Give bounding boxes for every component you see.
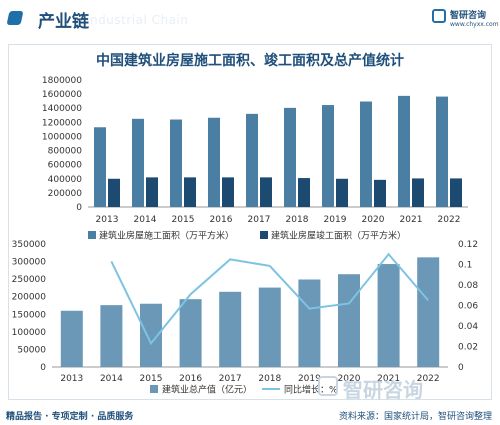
y2-tick-label: 0.06 <box>458 302 478 312</box>
y-tick-label: 1600000 <box>42 90 82 100</box>
x-tick-label: 2018 <box>258 374 281 384</box>
y2-tick-label: 0.04 <box>458 322 478 332</box>
x-tick-label: 2017 <box>219 374 242 384</box>
bar-construction-area <box>360 101 372 207</box>
y-tick-label: 1000000 <box>42 132 82 142</box>
y-tick-label: 1400000 <box>42 104 82 114</box>
bar-completion-area <box>260 177 272 207</box>
bar-construction-area <box>208 117 220 207</box>
x-tick-label: 2020 <box>338 374 361 384</box>
x-tick-label: 2015 <box>140 374 163 384</box>
bar-construction-area <box>170 119 182 207</box>
bar-construction-area <box>322 105 334 207</box>
line-growth-rate <box>110 252 429 346</box>
y-tick-label: 400000 <box>48 175 83 185</box>
bar-output-value <box>100 305 123 367</box>
bar-construction-area <box>284 107 296 207</box>
y2-tick-label: 0 <box>458 363 464 373</box>
legend-label-growth: 同比增长：% <box>284 384 338 396</box>
bar-construction-area <box>436 96 448 207</box>
y-tick-label: 200000 <box>48 189 83 199</box>
legend-swatch-completion <box>260 231 268 239</box>
x-tick-label: 2014 <box>134 215 157 225</box>
bar-completion-area <box>450 178 462 207</box>
x-tick-label: 2022 <box>438 215 461 225</box>
footer-source: 资料来源：国家统计局，智研咨询整理 <box>338 412 492 422</box>
y-tick-label: 1800000 <box>42 76 82 86</box>
x-tick-label: 2013 <box>96 215 119 225</box>
bar-construction-area <box>132 118 144 207</box>
x-tick-label: 2019 <box>298 374 321 384</box>
legend-label-output: 建筑业总产值（亿元） <box>162 384 252 396</box>
header-title: 产业链 <box>38 12 89 32</box>
legend-label-construction: 建筑业房屋施工面积（万平方米） <box>99 230 234 242</box>
y-tick-label: 100000 <box>12 328 47 338</box>
bar-output-value <box>179 299 202 367</box>
x-tick-label: 2014 <box>100 374 123 384</box>
bar-construction-area <box>246 113 258 207</box>
y-tick-label: 200000 <box>12 293 47 303</box>
bar-construction-area <box>398 95 410 207</box>
bar-output-value <box>377 264 400 367</box>
bar-completion-area <box>222 177 234 207</box>
bar-output-value <box>298 279 321 367</box>
header-bar: Industrial Chain 产业链 智研咨询 www.chyxx.com <box>0 0 500 40</box>
chart-panel <box>8 44 492 400</box>
bar-completion-area <box>298 178 310 207</box>
x-tick-label: 2016 <box>179 374 202 384</box>
y2-tick-label: 0.02 <box>458 343 478 353</box>
y2-tick-label: 0.12 <box>458 240 478 250</box>
bar-completion-area <box>184 177 196 207</box>
bar-output-value <box>60 310 83 367</box>
bar-output-value <box>258 287 281 367</box>
watermark-logo-icon <box>318 376 338 396</box>
legend-label-completion: 建筑业房屋竣工面积（万平方米） <box>271 230 406 242</box>
legend-swatch-construction <box>88 231 96 239</box>
footer-bar <box>0 404 500 425</box>
x-tick-label: 2020 <box>362 215 385 225</box>
bar-output-value <box>140 303 162 367</box>
x-tick-label: 2019 <box>324 215 347 225</box>
bar-construction-area <box>94 127 106 207</box>
y-tick-label: 0 <box>40 363 46 373</box>
x-tick-label: 2022 <box>417 374 440 384</box>
bar-completion-area <box>336 178 348 207</box>
y-tick-label: 150000 <box>12 310 47 320</box>
x-tick-label: 2015 <box>172 215 195 225</box>
bar-completion-area <box>412 178 424 207</box>
bar-completion-area <box>146 177 158 207</box>
brand-name: 智研咨询 <box>450 11 487 21</box>
y2-tick-label: 0.08 <box>458 281 478 291</box>
x-tick-label: 2013 <box>60 374 83 384</box>
y2-tick-label: 0.1 <box>458 261 472 271</box>
brand-logo-icon <box>432 9 446 23</box>
y-tick-label: 1200000 <box>42 118 82 128</box>
header-ghost-text: Industrial Chain <box>86 13 189 27</box>
y-tick-label: 300000 <box>12 258 47 268</box>
bar-output-value <box>338 274 360 367</box>
chart-title: 中国建筑业房屋施工面积、竣工面积及总产值统计 <box>96 53 404 69</box>
x-tick-label: 2018 <box>286 215 309 225</box>
bar-output-value <box>219 291 242 367</box>
x-tick-label: 2021 <box>400 215 423 225</box>
bar-output-value <box>417 257 440 367</box>
legend-swatch-output <box>150 385 158 393</box>
y-tick-label: 350000 <box>12 240 47 250</box>
x-tick-label: 2016 <box>210 215 233 225</box>
footer-slogan: 精品报告 · 专项定制 · 品质服务 <box>6 412 134 422</box>
y-tick-label: 50000 <box>17 345 46 355</box>
bar-completion-area <box>108 178 120 207</box>
y-tick-label: 600000 <box>48 161 83 171</box>
x-tick-label: 2017 <box>248 215 271 225</box>
y-tick-label: 0 <box>76 203 82 213</box>
bar-completion-area <box>374 179 386 207</box>
y-tick-label: 800000 <box>48 147 83 157</box>
y-tick-label: 250000 <box>12 275 47 285</box>
x-tick-label: 2021 <box>377 374 400 384</box>
watermark-text: 智研咨询 <box>343 378 423 402</box>
brand-url: www.chyxx.com <box>450 21 499 28</box>
